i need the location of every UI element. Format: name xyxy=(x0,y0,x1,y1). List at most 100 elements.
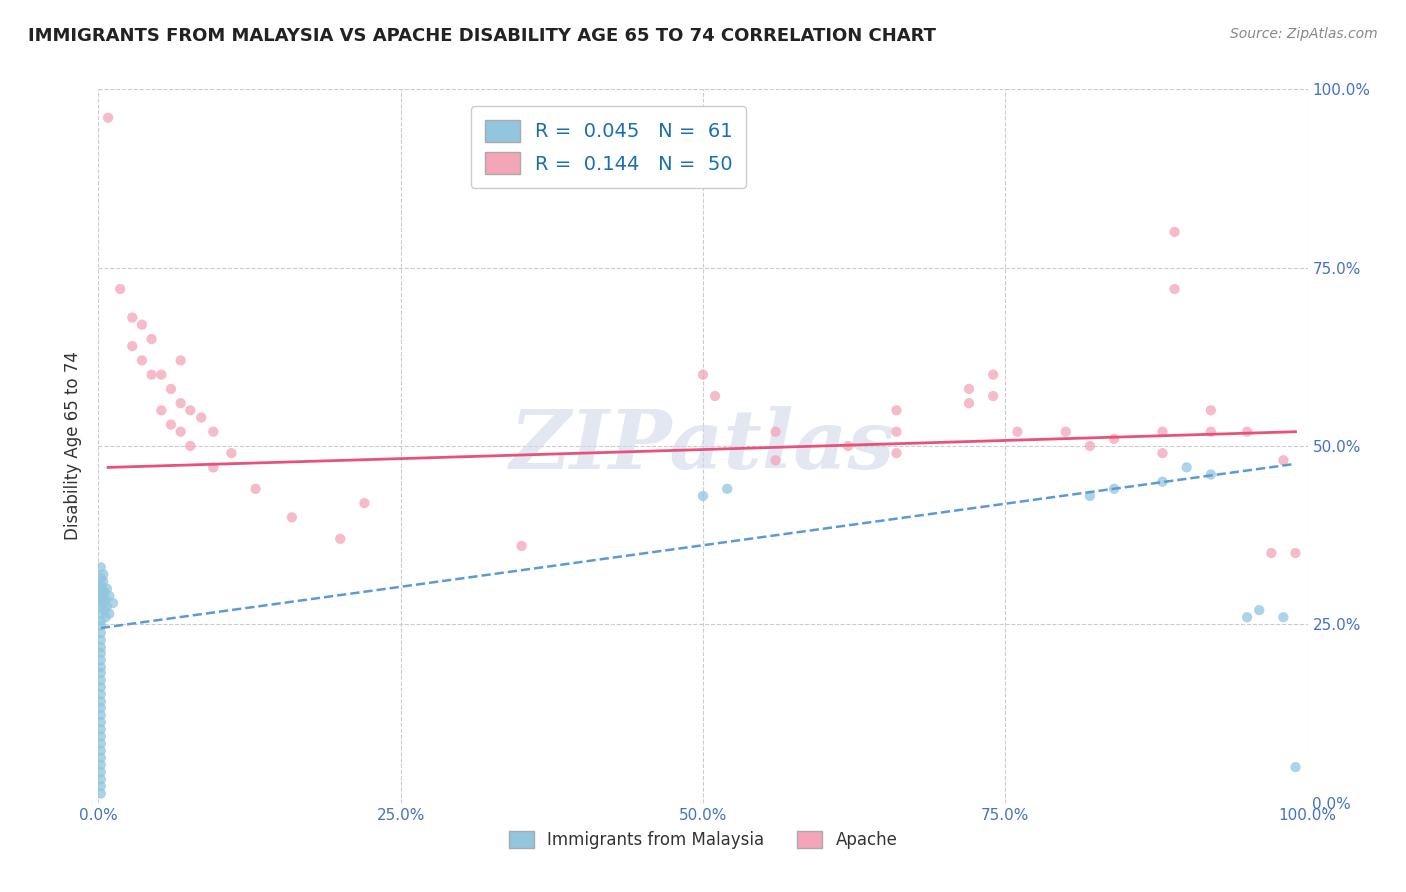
Point xyxy=(93,585,115,599)
Point xyxy=(1249,603,1271,617)
Point xyxy=(179,439,201,453)
Point xyxy=(90,560,112,574)
Point xyxy=(1102,432,1125,446)
Point xyxy=(1078,489,1101,503)
Point xyxy=(141,368,163,382)
Point xyxy=(150,368,173,382)
Point xyxy=(90,701,112,715)
Point xyxy=(692,489,714,503)
Point xyxy=(169,353,191,368)
Point xyxy=(93,603,115,617)
Point xyxy=(202,425,225,439)
Point xyxy=(981,368,1004,382)
Point xyxy=(121,310,143,325)
Point xyxy=(90,653,112,667)
Point xyxy=(353,496,375,510)
Point xyxy=(141,332,163,346)
Point xyxy=(692,368,714,382)
Point xyxy=(1152,446,1174,460)
Point xyxy=(90,730,112,744)
Point xyxy=(90,780,112,794)
Point xyxy=(90,708,112,723)
Point xyxy=(1102,482,1125,496)
Point xyxy=(1007,425,1029,439)
Point xyxy=(94,610,117,624)
Point xyxy=(160,382,183,396)
Point xyxy=(1236,610,1258,624)
Point xyxy=(179,403,201,417)
Point xyxy=(90,715,112,730)
Point xyxy=(245,482,267,496)
Point xyxy=(97,111,120,125)
Point xyxy=(1199,467,1222,482)
Point xyxy=(1284,760,1306,774)
Point xyxy=(765,453,787,467)
Point xyxy=(91,589,114,603)
Point xyxy=(90,751,112,765)
Point xyxy=(90,694,112,708)
Point xyxy=(91,596,114,610)
Point xyxy=(91,574,114,589)
Point xyxy=(90,646,112,660)
Point xyxy=(160,417,183,432)
Point xyxy=(90,744,112,758)
Point xyxy=(957,396,980,410)
Point xyxy=(90,660,112,674)
Point xyxy=(1272,610,1295,624)
Point xyxy=(90,737,112,751)
Point xyxy=(90,571,112,585)
Point xyxy=(1078,439,1101,453)
Point xyxy=(169,425,191,439)
Point xyxy=(90,680,112,694)
Legend: Immigrants from Malaysia, Apache: Immigrants from Malaysia, Apache xyxy=(499,821,907,859)
Point xyxy=(221,446,243,460)
Y-axis label: Disability Age 65 to 74: Disability Age 65 to 74 xyxy=(65,351,83,541)
Point xyxy=(1163,225,1185,239)
Point xyxy=(90,614,112,628)
Point xyxy=(131,353,153,368)
Point xyxy=(91,582,114,596)
Point xyxy=(90,585,112,599)
Point xyxy=(131,318,153,332)
Point xyxy=(90,607,112,621)
Point xyxy=(202,460,225,475)
Point xyxy=(1054,425,1077,439)
Point xyxy=(90,619,112,633)
Point xyxy=(329,532,352,546)
Point xyxy=(98,607,121,621)
Point xyxy=(90,787,112,801)
Point xyxy=(90,640,112,655)
Text: Source: ZipAtlas.com: Source: ZipAtlas.com xyxy=(1230,27,1378,41)
Point xyxy=(1199,425,1222,439)
Point xyxy=(91,567,114,582)
Point xyxy=(1163,282,1185,296)
Point xyxy=(957,382,980,396)
Point xyxy=(90,599,112,614)
Point xyxy=(101,596,124,610)
Point xyxy=(1272,453,1295,467)
Point xyxy=(837,439,859,453)
Point xyxy=(90,633,112,648)
Point xyxy=(190,410,212,425)
Point xyxy=(1175,460,1198,475)
Point xyxy=(981,389,1004,403)
Point xyxy=(716,482,738,496)
Point xyxy=(90,765,112,780)
Point xyxy=(98,589,121,603)
Point xyxy=(94,592,117,607)
Point xyxy=(96,599,118,614)
Point xyxy=(90,687,112,701)
Point xyxy=(1260,546,1282,560)
Point xyxy=(704,389,727,403)
Point xyxy=(121,339,143,353)
Point xyxy=(96,582,118,596)
Point xyxy=(1199,403,1222,417)
Point xyxy=(108,282,131,296)
Point xyxy=(90,578,112,592)
Point xyxy=(90,772,112,787)
Point xyxy=(886,403,908,417)
Point xyxy=(1152,475,1174,489)
Point xyxy=(886,446,908,460)
Text: IMMIGRANTS FROM MALAYSIA VS APACHE DISABILITY AGE 65 TO 74 CORRELATION CHART: IMMIGRANTS FROM MALAYSIA VS APACHE DISAB… xyxy=(28,27,936,45)
Point xyxy=(90,592,112,607)
